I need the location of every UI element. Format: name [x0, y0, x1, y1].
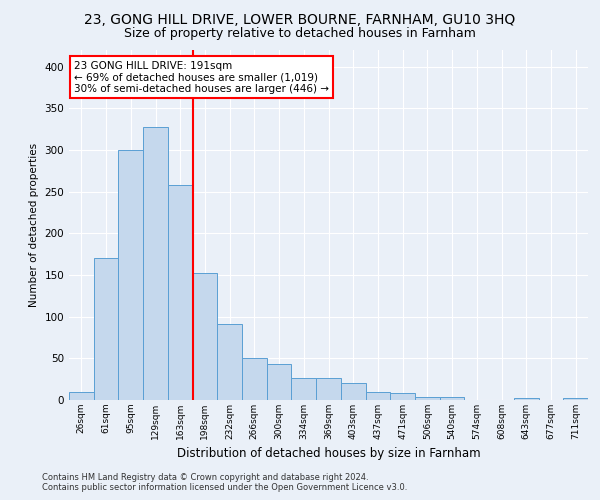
- Bar: [514, 398, 539, 400]
- Bar: [390, 392, 415, 400]
- Bar: [94, 258, 118, 400]
- Bar: [341, 384, 365, 400]
- Y-axis label: Number of detached properties: Number of detached properties: [29, 143, 39, 307]
- Bar: [143, 126, 168, 400]
- Bar: [440, 396, 464, 400]
- Bar: [193, 274, 217, 400]
- Bar: [365, 392, 390, 400]
- Bar: [563, 398, 588, 400]
- Bar: [242, 358, 267, 400]
- Bar: [267, 364, 292, 400]
- Text: Size of property relative to detached houses in Farnham: Size of property relative to detached ho…: [124, 28, 476, 40]
- Text: 23, GONG HILL DRIVE, LOWER BOURNE, FARNHAM, GU10 3HQ: 23, GONG HILL DRIVE, LOWER BOURNE, FARNH…: [85, 12, 515, 26]
- Text: 23 GONG HILL DRIVE: 191sqm
← 69% of detached houses are smaller (1,019)
30% of s: 23 GONG HILL DRIVE: 191sqm ← 69% of deta…: [74, 60, 329, 94]
- Bar: [292, 378, 316, 400]
- Bar: [69, 392, 94, 400]
- Bar: [217, 324, 242, 400]
- Text: Contains HM Land Registry data © Crown copyright and database right 2024.
Contai: Contains HM Land Registry data © Crown c…: [42, 473, 407, 492]
- Bar: [168, 185, 193, 400]
- Bar: [118, 150, 143, 400]
- Bar: [316, 378, 341, 400]
- X-axis label: Distribution of detached houses by size in Farnham: Distribution of detached houses by size …: [176, 448, 481, 460]
- Bar: [415, 396, 440, 400]
